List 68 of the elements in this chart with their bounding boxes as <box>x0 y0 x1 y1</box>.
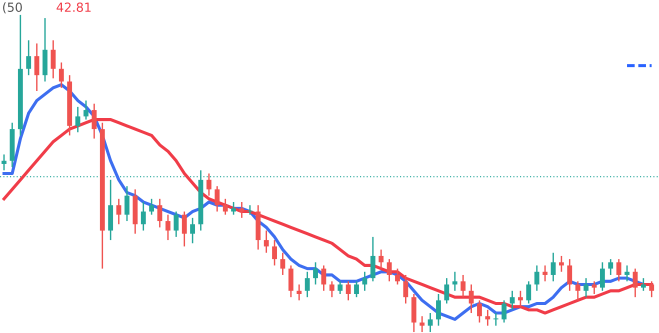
candlestick <box>214 185 220 212</box>
candlestick <box>304 271 310 298</box>
candlestick <box>452 271 458 292</box>
text: (50 <box>3 2 22 14</box>
candlestick <box>403 274 408 304</box>
candlestick <box>558 255 564 272</box>
candlestick <box>264 230 269 254</box>
candlestick <box>231 201 236 216</box>
candlestick <box>542 264 548 282</box>
candlestick <box>313 262 318 286</box>
candlestick <box>182 210 187 248</box>
candlestick <box>296 284 302 302</box>
candlestick <box>288 264 294 298</box>
candlestick <box>534 264 540 292</box>
candlestick <box>140 201 146 232</box>
candlestick <box>362 271 368 292</box>
candlestick <box>378 248 384 270</box>
candlestick <box>346 280 351 302</box>
candlestick <box>2 154 6 171</box>
candlestick <box>395 268 400 286</box>
candlestick <box>329 280 334 298</box>
candlestick <box>272 239 277 266</box>
candlestick <box>166 214 170 241</box>
candlestick <box>608 258 614 276</box>
candlestick <box>75 106 80 133</box>
candlestick <box>468 284 474 314</box>
candlestick <box>460 274 466 298</box>
candlestick <box>149 198 154 216</box>
candlestick <box>92 103 97 140</box>
candlestick <box>190 217 196 244</box>
candlestick <box>321 264 326 292</box>
text: 42.81 <box>56 2 91 12</box>
candlestick <box>386 258 392 282</box>
candlestick <box>420 315 425 333</box>
candlestick <box>575 280 580 302</box>
candlestick <box>370 236 376 282</box>
candlestick <box>624 264 630 282</box>
candlestick <box>550 252 556 282</box>
candlestick <box>124 185 130 222</box>
candlestick <box>526 280 532 304</box>
candlestick <box>518 290 523 308</box>
candlestick <box>510 290 515 311</box>
candlestick <box>222 198 228 216</box>
candlestick <box>493 312 498 326</box>
candlestick <box>477 300 482 324</box>
candlestick <box>174 210 179 238</box>
candlestick <box>649 280 654 298</box>
candlestick <box>84 100 88 120</box>
candlestick <box>116 198 122 225</box>
candlestick <box>444 277 450 304</box>
candlestick <box>436 293 441 326</box>
candlestick <box>247 204 252 216</box>
candlestick <box>354 280 359 298</box>
candlestick <box>157 198 162 228</box>
candlestick <box>600 262 605 292</box>
candlestick <box>50 40 56 80</box>
candlestick <box>616 258 622 282</box>
candlestick <box>206 172 212 196</box>
candlestick <box>280 252 286 276</box>
candlestick <box>58 62 64 89</box>
candlestick <box>584 277 588 298</box>
candlestick <box>26 40 32 76</box>
candlestick <box>338 280 343 295</box>
candlestick <box>502 300 507 324</box>
candlestick <box>567 258 572 292</box>
candlestick <box>485 309 490 326</box>
candlestick <box>34 42 40 92</box>
candlestick <box>640 277 646 292</box>
